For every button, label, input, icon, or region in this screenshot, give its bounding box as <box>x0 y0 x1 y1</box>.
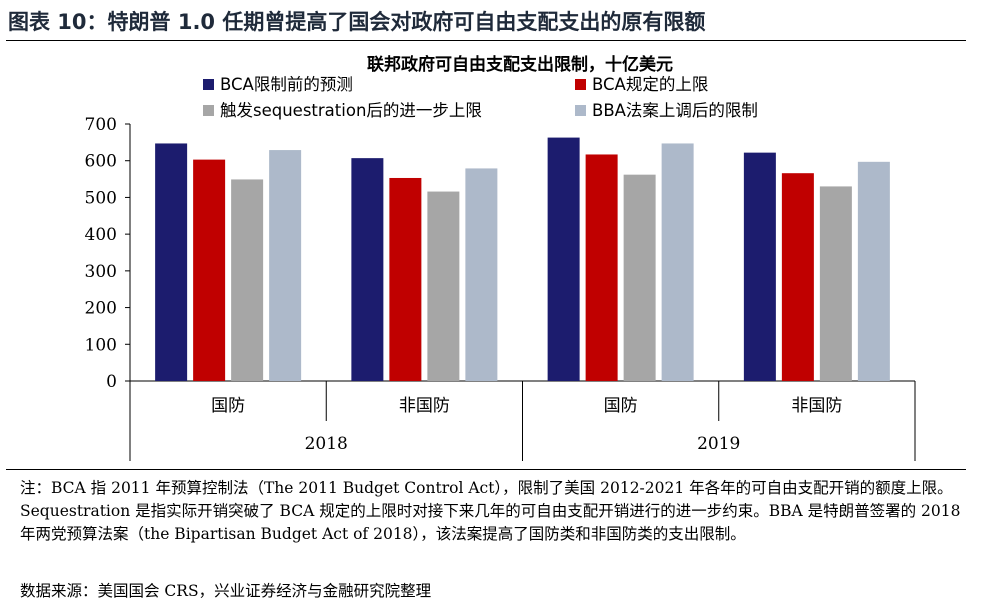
bar <box>465 168 498 381</box>
bar <box>819 186 852 381</box>
note-divider <box>6 469 966 470</box>
y-tick-label: 300 <box>85 262 117 282</box>
bar <box>585 154 618 381</box>
figure-source: 数据来源：美国国会 CRS，兴业证券经济与金融研究院整理 <box>20 582 432 600</box>
legend-swatch <box>575 79 586 90</box>
bar <box>155 143 188 381</box>
y-tick-label: 100 <box>85 335 117 355</box>
axes: 0 100 200 300 400 500 600 700 国防 非国防 国防 非国防 2018 2019 <box>85 115 916 461</box>
bars <box>155 137 890 381</box>
x-category-label: 国防 <box>604 396 638 416</box>
x-group-label: 2018 <box>305 434 348 454</box>
bar <box>351 158 384 381</box>
bar <box>269 150 302 381</box>
y-tick-label: 500 <box>85 188 117 208</box>
bar-chart: 联邦政府可自由支配支出限制，十亿美元 BCA限制前的预测 BCA规定的上限触发se… <box>85 54 916 461</box>
legend-swatch <box>575 105 586 116</box>
y-tick-label: 400 <box>85 225 117 245</box>
bar <box>743 152 776 381</box>
bar <box>781 173 814 381</box>
bar <box>427 191 460 381</box>
legend-label: BBA法案上调后的限制 <box>592 101 758 120</box>
legend-label: 触发sequestration后的进一步上限 <box>220 101 482 120</box>
bar <box>623 174 656 381</box>
bar <box>857 161 890 381</box>
title-divider <box>6 40 966 41</box>
y-tick-label: 0 <box>106 372 117 392</box>
legend-label: BCA规定的上限 <box>592 75 708 94</box>
legend-label: BCA限制前的预测 <box>220 75 353 94</box>
x-category-label: 非国防 <box>791 396 842 416</box>
legend-swatch <box>203 79 214 90</box>
chart-title: 联邦政府可自由支配支出限制，十亿美元 <box>367 54 673 75</box>
bar <box>547 137 580 381</box>
bar <box>661 143 694 381</box>
y-tick-label: 600 <box>85 152 117 172</box>
x-category-label: 非国防 <box>399 396 450 416</box>
legend-swatch <box>203 105 214 116</box>
figure-note: 注：BCA 指 2011 年预算控制法（The 2011 Budget Cont… <box>20 479 961 543</box>
y-tick-label: 700 <box>85 115 117 135</box>
figure-title: 图表 10：特朗普 1.0 任期曾提高了国会对政府可自由支配支出的原有限额 <box>8 10 706 34</box>
y-tick-label: 200 <box>85 299 117 319</box>
bar <box>389 177 422 381</box>
bar <box>231 179 264 381</box>
x-category-label: 国防 <box>211 396 245 416</box>
x-group-label: 2019 <box>697 434 740 454</box>
bar <box>193 159 226 381</box>
